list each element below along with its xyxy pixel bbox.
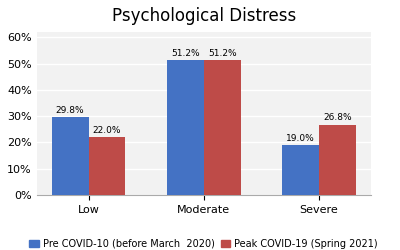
- Text: 29.8%: 29.8%: [56, 106, 84, 114]
- Bar: [282, 145, 319, 195]
- Bar: [88, 137, 126, 195]
- Bar: [204, 60, 240, 195]
- Text: 51.2%: 51.2%: [171, 49, 200, 58]
- Title: Psychological Distress: Psychological Distress: [112, 7, 296, 25]
- Text: 19.0%: 19.0%: [286, 134, 315, 143]
- Text: 51.2%: 51.2%: [208, 49, 236, 58]
- Legend: Pre COVID-10 (before March  2020), Peak COVID-19 (Spring 2021): Pre COVID-10 (before March 2020), Peak C…: [26, 236, 381, 250]
- Bar: [167, 60, 204, 195]
- Bar: [319, 124, 356, 195]
- Text: 22.0%: 22.0%: [93, 126, 121, 135]
- Bar: [52, 117, 88, 195]
- Text: 26.8%: 26.8%: [323, 114, 352, 122]
